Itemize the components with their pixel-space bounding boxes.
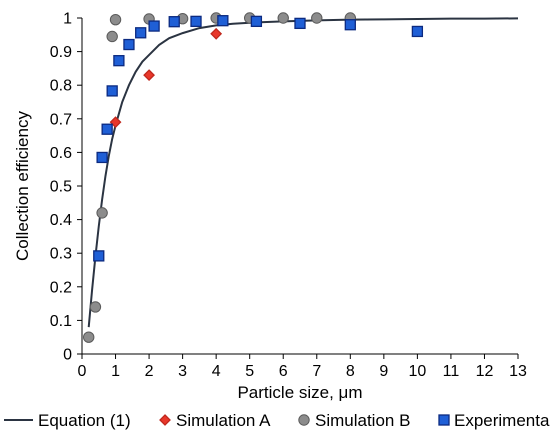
simulation-b-point [109,13,122,26]
simulation-b-point [83,331,95,343]
simulation-a-point [210,27,223,40]
experimental-point [101,123,113,135]
experimental-point [106,85,118,97]
simulation-a-point [109,116,122,129]
y-tick-label: 0.4 [50,212,72,229]
x-tick-label: 11 [443,363,460,380]
y-axis-title: Collection efficiency [13,111,32,261]
simulation-b-point [96,207,108,219]
y-tick-label: 0.8 [50,78,72,95]
experimental-point [344,19,356,31]
experimental-point [250,15,263,28]
x-tick-label: 8 [346,363,355,380]
x-axis-title: Particle size, μm [237,383,362,402]
experimental-point [93,250,105,262]
x-tick-label: 1 [111,363,120,380]
legend-label-simulation-b: Simulation B [315,411,410,430]
y-tick-label: 0.5 [50,179,72,196]
y-tick-label: 0 [63,347,72,364]
simulation-b-point [277,12,289,24]
y-tick-label: 0.1 [50,313,72,330]
x-tick-label: 2 [145,363,154,380]
y-tick-label: 0.3 [50,246,72,263]
experimental-point [168,16,180,28]
x-tick-label: 9 [379,363,388,380]
y-tick-label: 0.6 [50,145,72,162]
marker-layer [83,12,424,343]
x-tick-label: 3 [178,363,187,380]
simulation-b-point [311,12,323,24]
legend-label-equation-1: Equation (1) [38,411,131,430]
x-tick-label: 13 [509,363,527,380]
experimental-point [123,38,135,51]
y-tick-label: 0.2 [50,279,72,296]
x-tick-label: 12 [476,363,494,380]
equation-curve-layer [87,17,519,328]
simulation-a-point [143,69,155,82]
legend-swatch-simulation-b [298,414,310,426]
experimental-point [217,15,229,27]
legend-label-experimental: Experimental [454,411,550,430]
experimental-point [96,151,108,164]
y-tick-label: 1 [63,11,72,28]
legend: Equation (1) Simulation A Simulation B Expe… [4,411,550,430]
simulation-b-point [106,30,118,43]
x-tick-label: 7 [312,363,321,380]
experimental-point [135,27,147,39]
axes: 00.10.20.30.40.50.60.70.80.910 1 2 3 4 5 6 7 8 9 1… [50,11,527,381]
equation-curve [87,17,519,328]
experimental-point [148,20,160,32]
x-tick-label: 5 [245,363,254,380]
experimental-point [294,17,306,30]
experimental-point [411,25,424,38]
legend-label-simulation-a: Simulation A [176,411,271,430]
x-tick-label: 4 [212,363,221,380]
y-tick-label: 0.9 [50,44,72,61]
x-tick-label: 0 [78,363,87,380]
legend-swatch-experimental [438,414,450,426]
x-tick-label: 10 [408,363,426,380]
y-tick-label: 0.7 [50,111,72,128]
experimental-point [190,15,202,28]
legend-swatch-simulation-a [159,414,171,426]
experimental-point [113,55,125,67]
simulation-b-point [89,301,102,313]
x-tick-label: 6 [279,363,288,380]
